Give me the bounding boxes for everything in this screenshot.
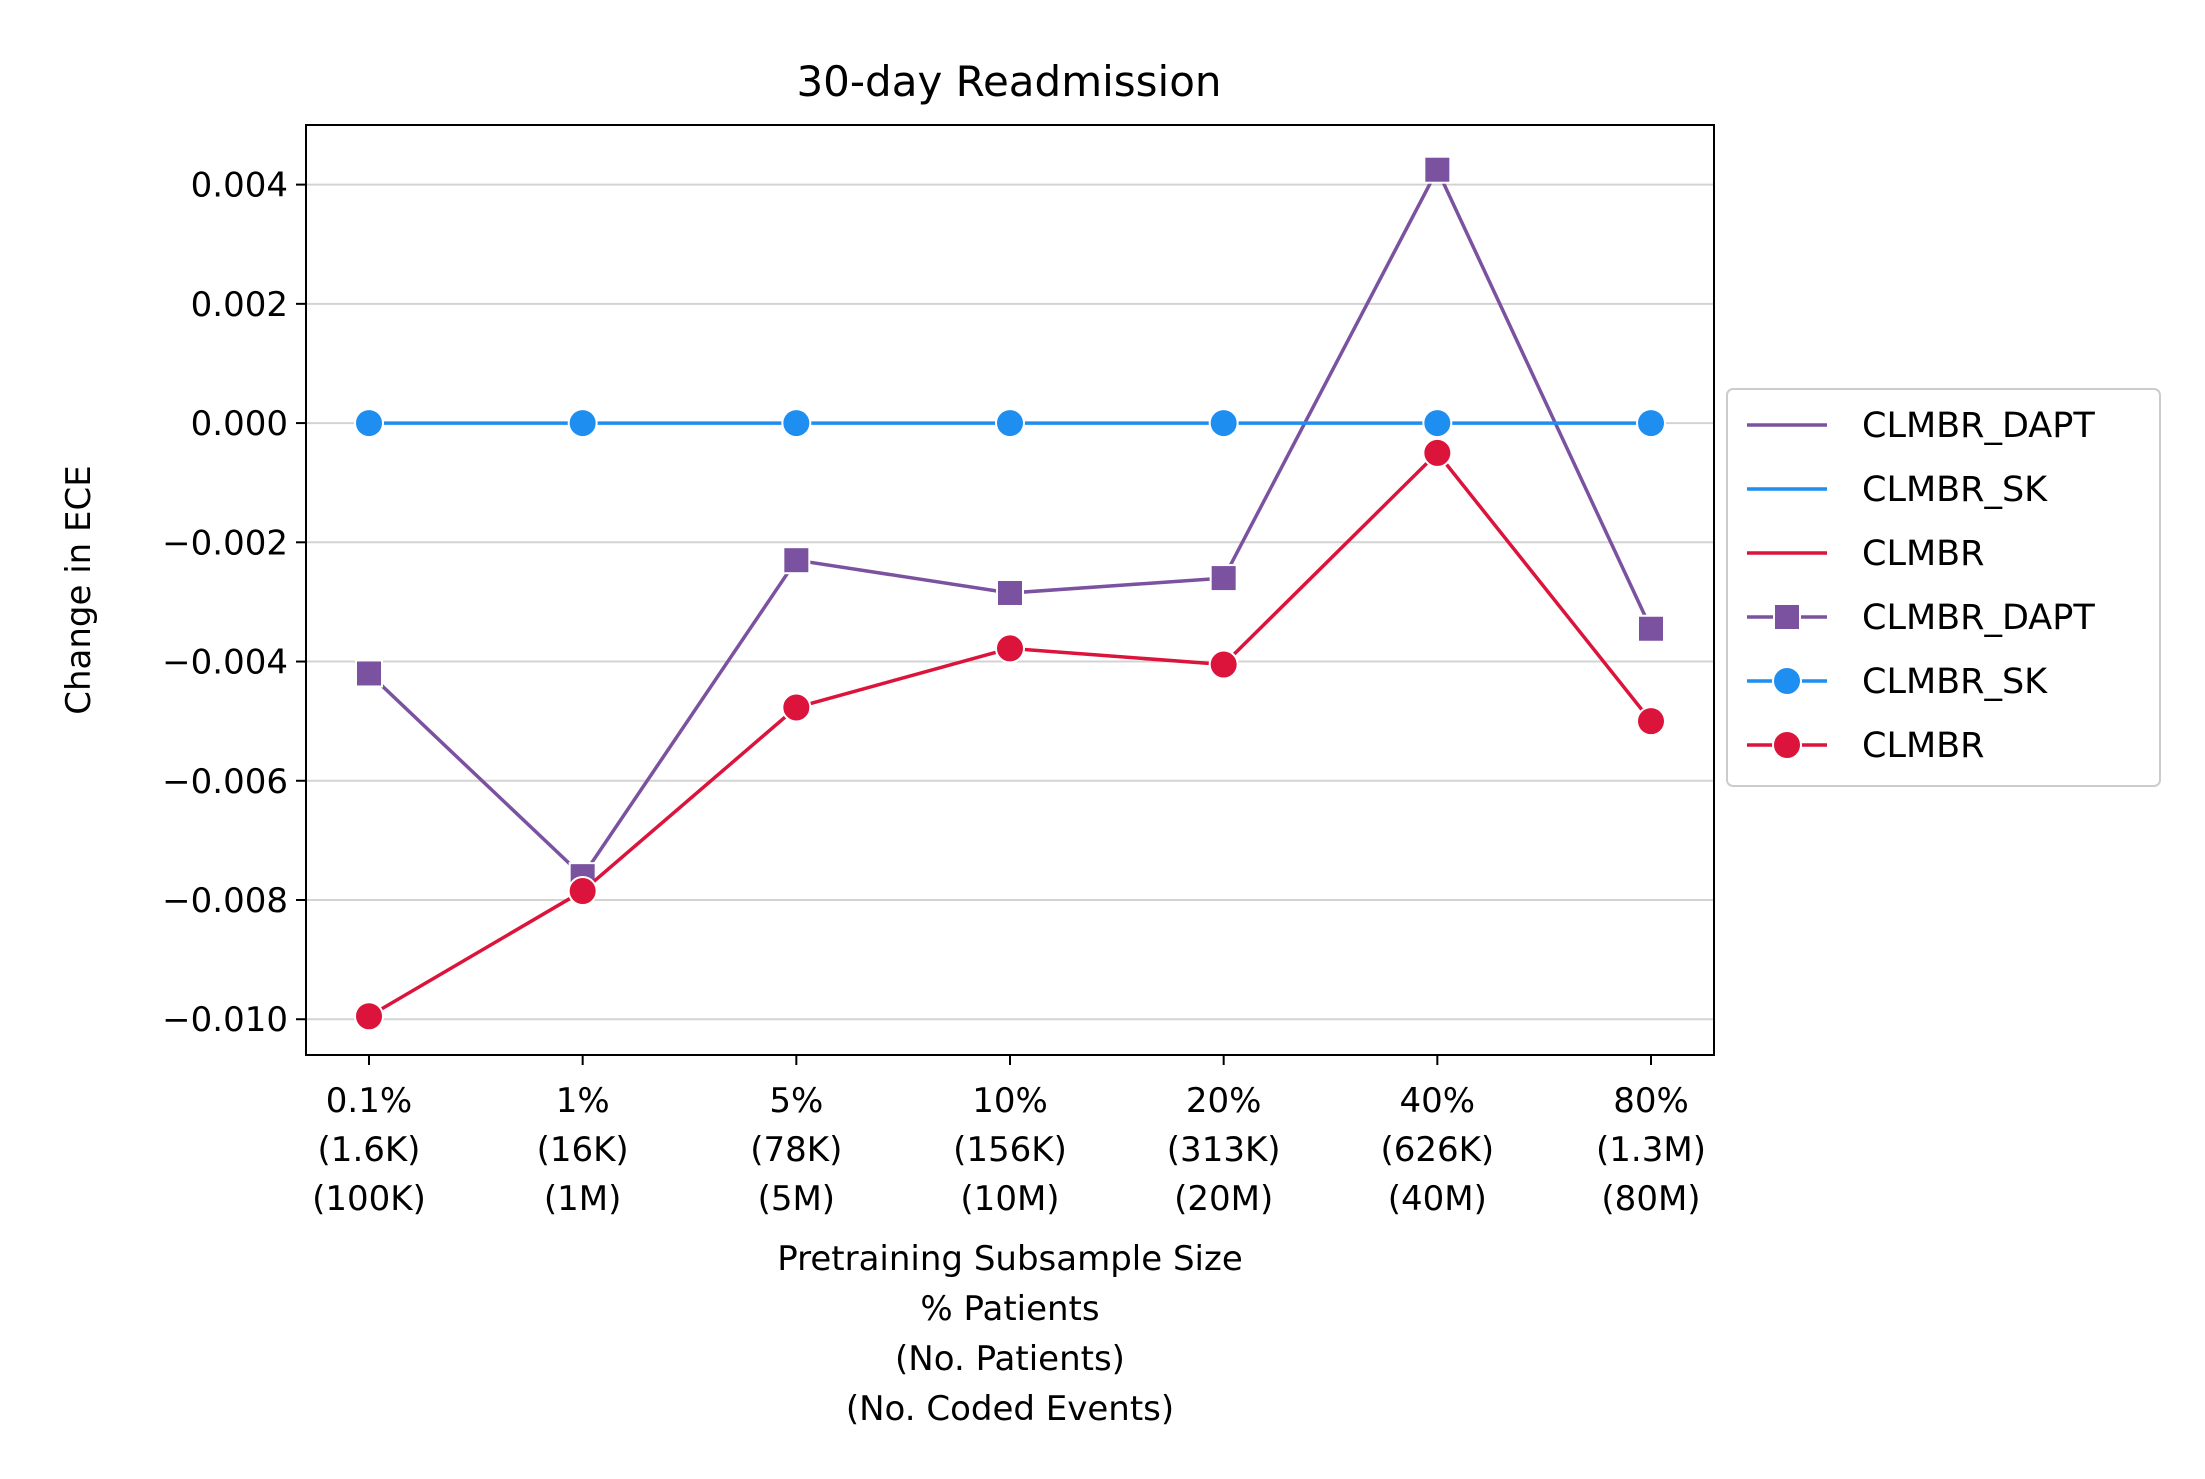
- x-tick-label: (100K): [312, 1179, 426, 1219]
- legend-item: CLMBR_DAPT: [1747, 406, 2095, 446]
- y-axis-ticks: 0.004 0.002 0.000 −0.002 −0.004 −0.006 −0.008 −…: [162, 166, 306, 1040]
- data-point: [567, 876, 598, 907]
- legend-item: CLMBR: [1747, 726, 1984, 766]
- data-point: [1772, 666, 1802, 696]
- data-point: [1209, 564, 1238, 593]
- legend-label: CLMBR_DAPT: [1862, 598, 2095, 638]
- x-tick-label: (10M): [960, 1179, 1059, 1219]
- x-axis-label-line: % Patients: [920, 1289, 1099, 1329]
- legend-item: CLMBR_SK: [1747, 662, 2048, 702]
- data-point: [1208, 649, 1239, 680]
- data-point: [355, 659, 383, 688]
- chart-title: 30-day Readmission: [796, 57, 1221, 106]
- legend-label: CLMBR_SK: [1862, 470, 2048, 510]
- data-point: [1637, 614, 1665, 643]
- y-tick-label: 0.004: [191, 166, 288, 206]
- data-point: [996, 578, 1024, 607]
- x-tick-label: (40M): [1388, 1179, 1487, 1219]
- x-tick-label: (20M): [1174, 1179, 1273, 1219]
- legend-item: CLMBR_DAPT: [1747, 598, 2095, 638]
- x-tick-label: 20%: [1186, 1081, 1262, 1121]
- data-point: [781, 692, 812, 723]
- legend-label: CLMBR_SK: [1862, 662, 2048, 702]
- data-point: [781, 408, 812, 439]
- y-tick-label: −0.010: [162, 1000, 288, 1040]
- x-tick-label: 40%: [1400, 1081, 1476, 1121]
- x-tick-label: (1.6K): [318, 1130, 421, 1170]
- x-tick-label: (626K): [1380, 1130, 1494, 1170]
- data-point: [354, 1001, 384, 1032]
- data-point: [354, 408, 384, 439]
- x-tick-label: (313K): [1167, 1130, 1281, 1170]
- x-tick-label: (78K): [750, 1130, 842, 1170]
- legend-label: CLMBR: [1862, 726, 1984, 766]
- x-axis-label: Pretraining Subsample Size % Patients (No.…: [777, 1239, 1243, 1429]
- x-tick-label: (16K): [537, 1130, 629, 1170]
- data-point: [1773, 603, 1801, 631]
- data-point: [1772, 730, 1802, 760]
- data-point: [1422, 408, 1453, 439]
- x-axis-label-line: (No. Coded Events): [846, 1389, 1174, 1429]
- data-point: [782, 546, 811, 575]
- data-point: [1422, 437, 1453, 468]
- data-point: [995, 633, 1025, 664]
- data-point: [1423, 155, 1452, 184]
- x-tick-label: 10%: [972, 1081, 1048, 1121]
- plot-series: [354, 155, 1666, 1032]
- legend-box: [1726, 388, 2161, 787]
- legend: CLMBR_DAPT CLMBR_SK CLMBR CLMBR_DAPT CLMBR_S…: [1726, 388, 2161, 787]
- data-point: [1636, 408, 1666, 439]
- series-clmbr-dapt: [355, 155, 1665, 891]
- y-axis-label: Change in ECE: [59, 465, 99, 715]
- x-tick-label: (156K): [953, 1130, 1067, 1170]
- data-point: [1208, 408, 1239, 439]
- x-axis-ticks: 0.1% (1.6K) (100K) 1% (16K) (1M) 5% (78K) (5M) 10…: [312, 1055, 1706, 1219]
- x-tick-label: 1%: [556, 1081, 610, 1121]
- series-line: [368, 451, 1653, 1018]
- x-tick-label: 0.1%: [326, 1081, 412, 1121]
- legend-item: CLMBR: [1747, 534, 1984, 574]
- x-tick-label: (5M): [758, 1179, 836, 1219]
- y-tick-label: −0.004: [162, 643, 288, 683]
- x-tick-label: 5%: [769, 1081, 823, 1121]
- data-point: [567, 408, 598, 439]
- x-tick-label: (1.3M): [1596, 1130, 1706, 1170]
- x-tick-label: (1M): [544, 1179, 622, 1219]
- data-point: [1636, 706, 1666, 737]
- x-tick-label: (80M): [1601, 1179, 1700, 1219]
- x-axis-label-line: Pretraining Subsample Size: [777, 1239, 1243, 1279]
- series-clmbr-sk: [354, 408, 1666, 439]
- series-line: [367, 167, 1653, 878]
- y-tick-label: 0.000: [191, 404, 288, 444]
- legend-label: CLMBR_DAPT: [1862, 406, 2095, 446]
- y-tick-label: −0.002: [162, 523, 288, 563]
- y-tick-label: −0.008: [162, 881, 288, 921]
- legend-item: CLMBR_SK: [1747, 470, 2048, 510]
- x-tick-label: 80%: [1613, 1081, 1689, 1121]
- data-point: [995, 408, 1025, 439]
- y-tick-label: −0.006: [162, 762, 288, 802]
- legend-label: CLMBR: [1862, 534, 1984, 574]
- y-tick-label: 0.002: [191, 285, 288, 325]
- series-clmbr: [354, 437, 1666, 1032]
- x-axis-label-line: (No. Patients): [895, 1339, 1125, 1379]
